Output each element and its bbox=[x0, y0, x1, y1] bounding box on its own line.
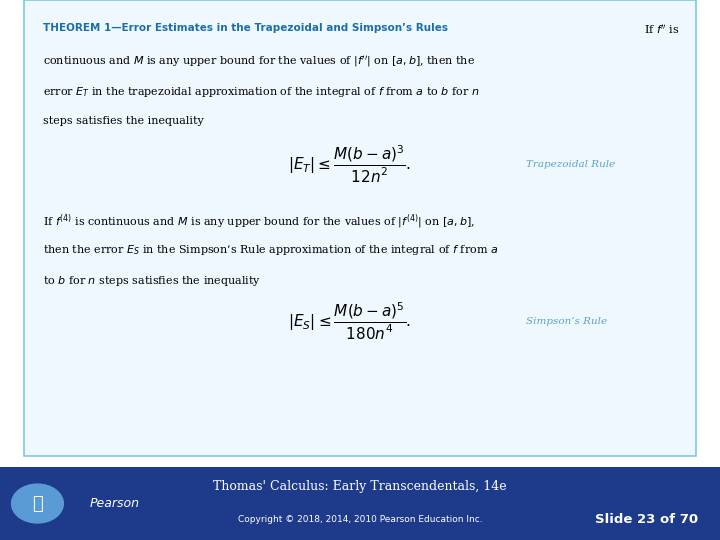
Text: Simpson’s Rule: Simpson’s Rule bbox=[526, 318, 607, 326]
Text: THEOREM 1—Error Estimates in the Trapezoidal and Simpson’s Rules: THEOREM 1—Error Estimates in the Trapezo… bbox=[43, 23, 448, 33]
Text: steps satisfies the inequality: steps satisfies the inequality bbox=[43, 116, 204, 126]
Text: Copyright © 2018, 2014, 2010 Pearson Education Inc.: Copyright © 2018, 2014, 2010 Pearson Edu… bbox=[238, 515, 482, 524]
Text: error $E_T$ in the trapezoidal approximation of the integral of $f$ from $a$ to : error $E_T$ in the trapezoidal approxima… bbox=[43, 85, 480, 99]
FancyBboxPatch shape bbox=[0, 467, 720, 540]
Text: Trapezoidal Rule: Trapezoidal Rule bbox=[526, 160, 615, 170]
Text: Slide 23 of 70: Slide 23 of 70 bbox=[595, 513, 698, 526]
Text: $|E_S| \leq \dfrac{M(b-a)^5}{180n^4}.$: $|E_S| \leq \dfrac{M(b-a)^5}{180n^4}.$ bbox=[288, 301, 411, 342]
Text: continuous and $M$ is any upper bound for the values of $|f''|$ on $[a, b]$, the: continuous and $M$ is any upper bound fo… bbox=[43, 54, 475, 69]
Text: If $f''$ is: If $f''$ is bbox=[644, 23, 680, 36]
Text: Thomas' Calculus: Early Transcendentals, 14e: Thomas' Calculus: Early Transcendentals,… bbox=[213, 480, 507, 493]
Text: to $b$ for $n$ steps satisfies the inequality: to $b$ for $n$ steps satisfies the inequ… bbox=[43, 274, 261, 288]
Text: then the error $E_S$ in the Simpson’s Rule approximation of the integral of $f$ : then the error $E_S$ in the Simpson’s Ru… bbox=[43, 244, 498, 257]
Circle shape bbox=[12, 484, 63, 523]
FancyBboxPatch shape bbox=[24, 0, 696, 456]
Text: $|E_T| \leq \dfrac{M(b-a)^3}{12n^2}.$: $|E_T| \leq \dfrac{M(b-a)^3}{12n^2}.$ bbox=[288, 144, 411, 185]
Text: Ⓟ: Ⓟ bbox=[32, 495, 42, 512]
Text: If $f^{(4)}$ is continuous and $M$ is any upper bound for the values of $|f^{(4): If $f^{(4)}$ is continuous and $M$ is an… bbox=[43, 213, 475, 231]
Text: Pearson: Pearson bbox=[90, 497, 140, 510]
